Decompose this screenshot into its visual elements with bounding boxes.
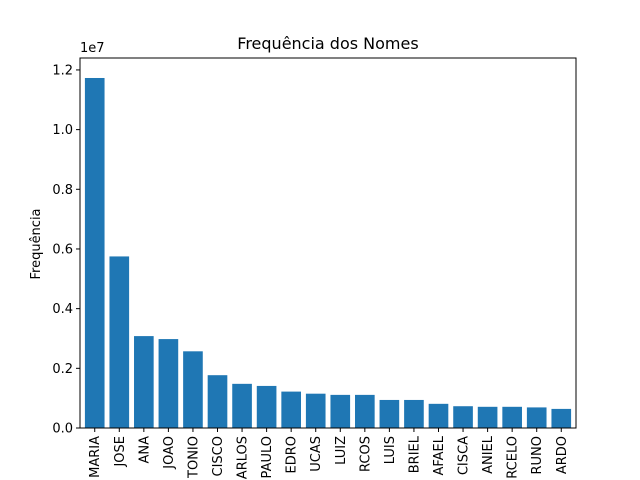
y-tick-label: 1.2: [52, 63, 73, 78]
bar-afael: [428, 403, 449, 428]
bar-ana: [134, 336, 154, 428]
bar-cisco: [207, 375, 228, 428]
y-axis-label: Frequência: [29, 208, 44, 279]
x-tick-label: MARIA: [88, 436, 103, 478]
y-tick-label: 0.0: [52, 422, 73, 437]
bar-luiz: [330, 394, 351, 428]
bar-briel: [404, 399, 424, 428]
bar-jose: [109, 256, 130, 428]
bar-maria: [84, 77, 105, 429]
bar-cisca: [453, 406, 473, 428]
bar-ucas: [305, 393, 326, 428]
bar-luis: [379, 399, 400, 428]
x-tick-label: RCELO: [506, 436, 521, 479]
y-tick-label: 0.2: [52, 362, 73, 377]
plot-frame: [79, 57, 577, 429]
y-ticks-group: 0.0 0.2 0.4 0.6 0.8 1.0 1.2: [52, 63, 80, 437]
x-tick-label: TONIO: [186, 436, 201, 479]
bar-ardo: [551, 408, 572, 428]
x-tick-label: BRIEL: [407, 435, 422, 473]
bar-tonio: [183, 351, 203, 428]
y-tick-label: 0.8: [52, 183, 73, 198]
x-tick-label: LUIZ: [334, 436, 349, 465]
x-tick-label: ANIEL: [481, 435, 496, 474]
bar-edro: [281, 391, 301, 428]
x-tick-label: JOAO: [162, 436, 177, 470]
x-tick-label: JOSE: [113, 436, 128, 468]
bar-arlos: [232, 383, 252, 428]
y-offset-label: 1e7: [80, 41, 105, 56]
y-tick-label: 1.0: [52, 123, 73, 138]
x-tick-label: RCOS: [358, 436, 373, 472]
x-tick-label: LUIS: [383, 436, 398, 464]
bar-paulo: [256, 385, 277, 428]
bar-joao: [158, 339, 179, 428]
x-tick-label: PAULO: [260, 436, 275, 478]
x-tick-label: CISCA: [457, 436, 472, 475]
x-ticks-group: MARIA JOSE ANA JOAO TONIO CISCO ARLOS PAULO EDRO…: [88, 428, 570, 479]
y-tick-label: 0.4: [52, 302, 73, 317]
x-tick-label: EDRO: [285, 436, 300, 474]
bar-runo: [526, 407, 547, 428]
bar-aniel: [477, 406, 498, 428]
bars-group: [84, 77, 572, 429]
x-tick-label: AFAEL: [432, 435, 447, 475]
bar-rcelo: [502, 406, 522, 428]
x-tick-label: CISCO: [211, 436, 226, 476]
x-tick-label: RUNO: [530, 436, 545, 475]
y-tick-label: 0.6: [52, 242, 73, 257]
x-tick-label: ARLOS: [236, 436, 251, 479]
x-tick-label: ANA: [137, 436, 152, 464]
x-tick-label: UCAS: [309, 436, 324, 472]
x-tick-label: ARDO: [555, 436, 570, 474]
chart-title: Frequência dos Nomes: [237, 34, 418, 53]
bar-rcos: [355, 394, 375, 428]
